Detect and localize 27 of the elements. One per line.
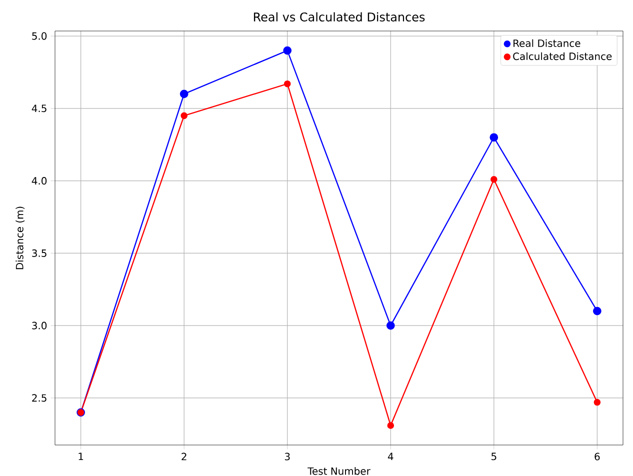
y-axis-title: Distance (m) — [16, 206, 25, 270]
x-axis-title: Test Number — [308, 467, 370, 475]
y-tick-label: 4.0 — [32, 177, 47, 185]
point — [593, 306, 602, 316]
legend-label: Real Distance — [514, 39, 580, 48]
point — [180, 112, 188, 120]
x-tick-label: 4 — [388, 452, 394, 460]
y-tick-label: 2.5 — [32, 394, 46, 402]
point — [387, 422, 394, 429]
point — [284, 80, 291, 88]
x-tick-label: 2 — [182, 452, 186, 460]
point — [386, 321, 395, 330]
y-tick-label: 5.0 — [32, 32, 47, 40]
x-tick-label: 3 — [284, 452, 290, 460]
chart-title: Real vs Calculated Distances — [254, 12, 425, 22]
point — [283, 46, 292, 55]
point — [594, 398, 601, 406]
point — [490, 176, 498, 183]
y-tick-label: 3.5 — [32, 249, 46, 257]
x-tick-label: 1 — [78, 452, 84, 460]
x-tick-label: 6 — [594, 452, 600, 460]
y-tick-label: 3.0 — [32, 322, 47, 330]
point — [490, 133, 498, 142]
x-tick-label: 5 — [492, 452, 496, 460]
legend-label: Calculated Distance — [513, 52, 612, 60]
y-tick-label: 4.5 — [32, 104, 46, 112]
point — [180, 90, 188, 98]
